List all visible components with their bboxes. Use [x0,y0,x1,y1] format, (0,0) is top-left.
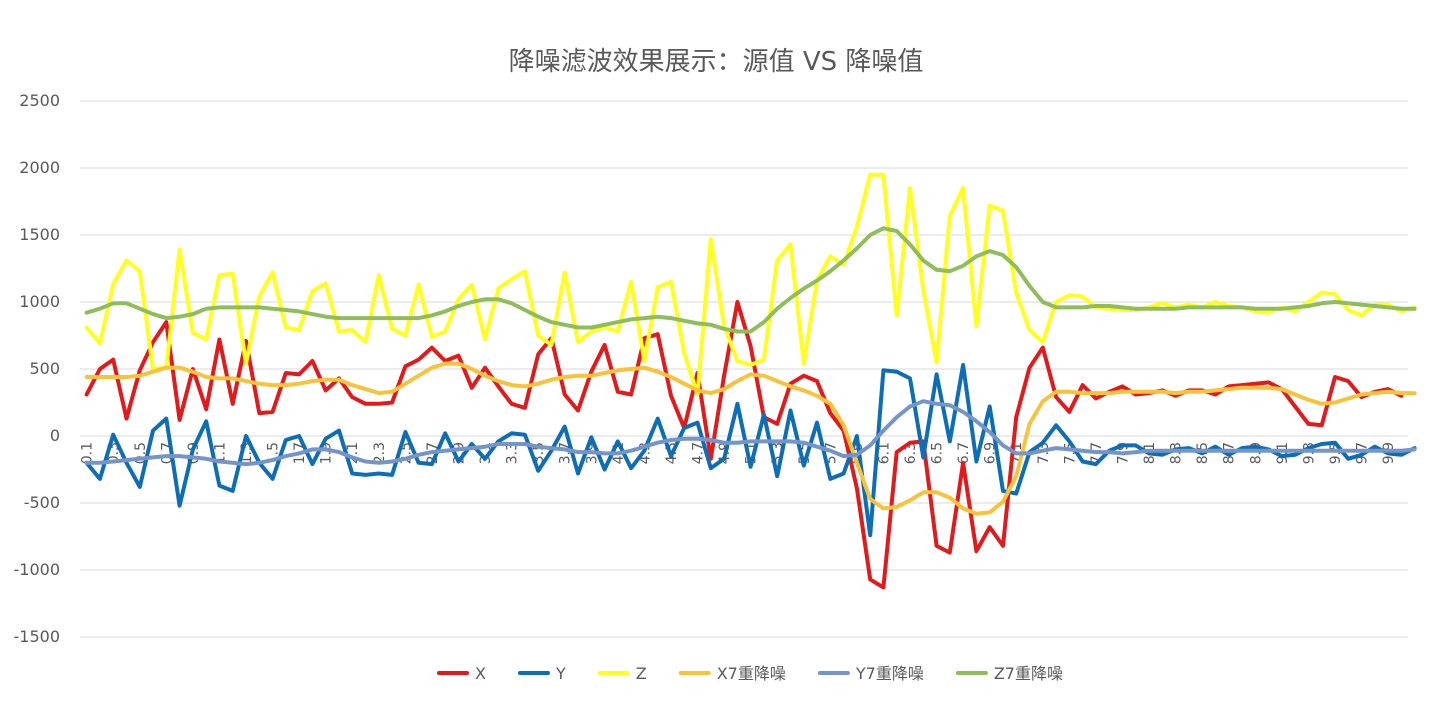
legend-label-X7重降噪: X7重降噪 [717,664,786,683]
y-tick-label: 2500 [19,91,60,110]
legend-label-Z: Z [636,664,647,683]
x-tick-label: 4.7 [691,442,707,464]
y-tick-label: -1500 [14,627,61,646]
y-axis-ticks: 2500 2000 1500 1000 500 0 -500 -1000 -1500 [14,91,61,646]
y-tick-label: 1000 [19,292,60,311]
legend-label-Y7重降噪: Y7重降噪 [855,664,924,683]
legend: X Y Z X7重降噪 Y7重降噪 Z7重降噪 [437,664,1063,683]
series-lines [84,172,1417,590]
x-tick-label: 6.5 [930,442,946,464]
series-line-Z7重降噪 [84,226,1417,334]
x-tick-label: 9.1 [1275,442,1291,464]
gridlines [80,100,1408,638]
x-tick-label: 2.3 [372,442,388,464]
legend-label-X: X [475,664,486,683]
y-tick-label: 500 [29,359,60,378]
x-tick-label: 3.3 [505,442,521,464]
chart-title: 降噪滤波效果展示：源值 VS 降噪值 [509,47,924,77]
y-tick-label: 1500 [19,225,60,244]
y-tick-label: 0 [50,426,60,445]
x-tick-label: 6.1 [876,442,892,464]
y-tick-label: -1000 [14,560,61,579]
x-tick-label: 7.3 [1036,442,1052,464]
series-line-X7重降噪 [84,361,1417,516]
series-line-Y7重降噪 [84,399,1417,467]
x-tick-label: 1.1 [212,442,228,464]
legend-label-Z7重降噪: Z7重降噪 [994,664,1063,683]
y-tick-label: 2000 [19,158,60,177]
series-line-Z [84,172,1417,397]
x-tick-label: 6.3 [903,442,919,464]
legend-label-Y: Y [555,664,566,683]
x-tick-label: 6.7 [956,442,972,464]
y-tick-label: -500 [24,493,60,512]
x-tick-label: 0.1 [80,442,96,464]
